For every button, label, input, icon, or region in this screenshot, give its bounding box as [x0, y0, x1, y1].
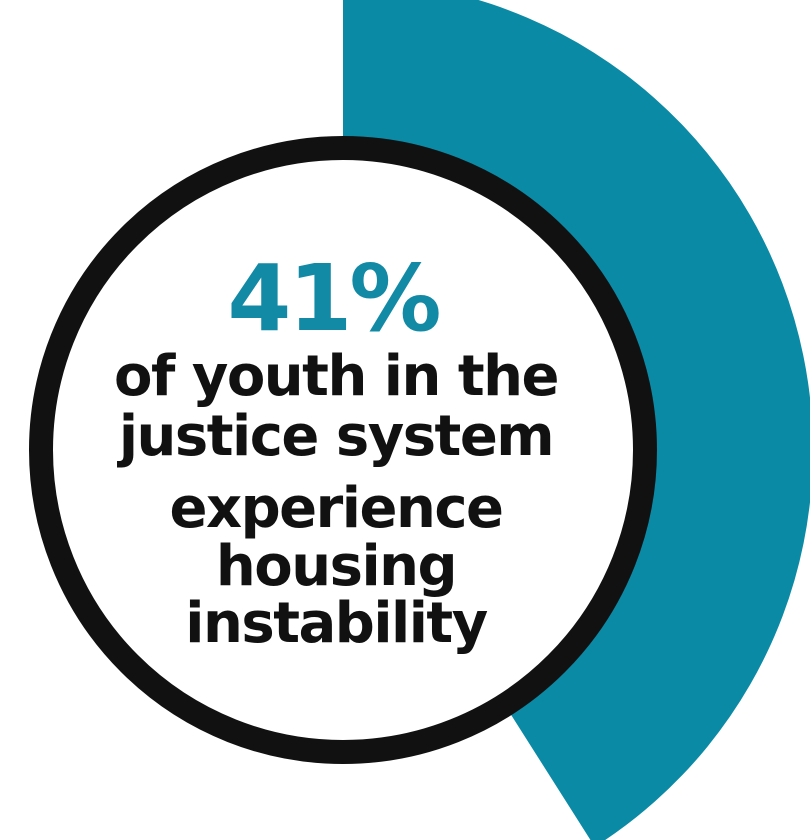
caption-line-3: experience: [169, 476, 502, 541]
caption-line-2: justice system: [117, 404, 553, 469]
caption-line-1: of youth in the: [114, 344, 558, 409]
caption-line-5: instability: [185, 591, 487, 656]
center-ring: [29, 136, 657, 764]
center-disc: [41, 148, 645, 752]
caption-line-4: housing: [216, 534, 456, 599]
percent-value: 41%: [227, 245, 439, 352]
